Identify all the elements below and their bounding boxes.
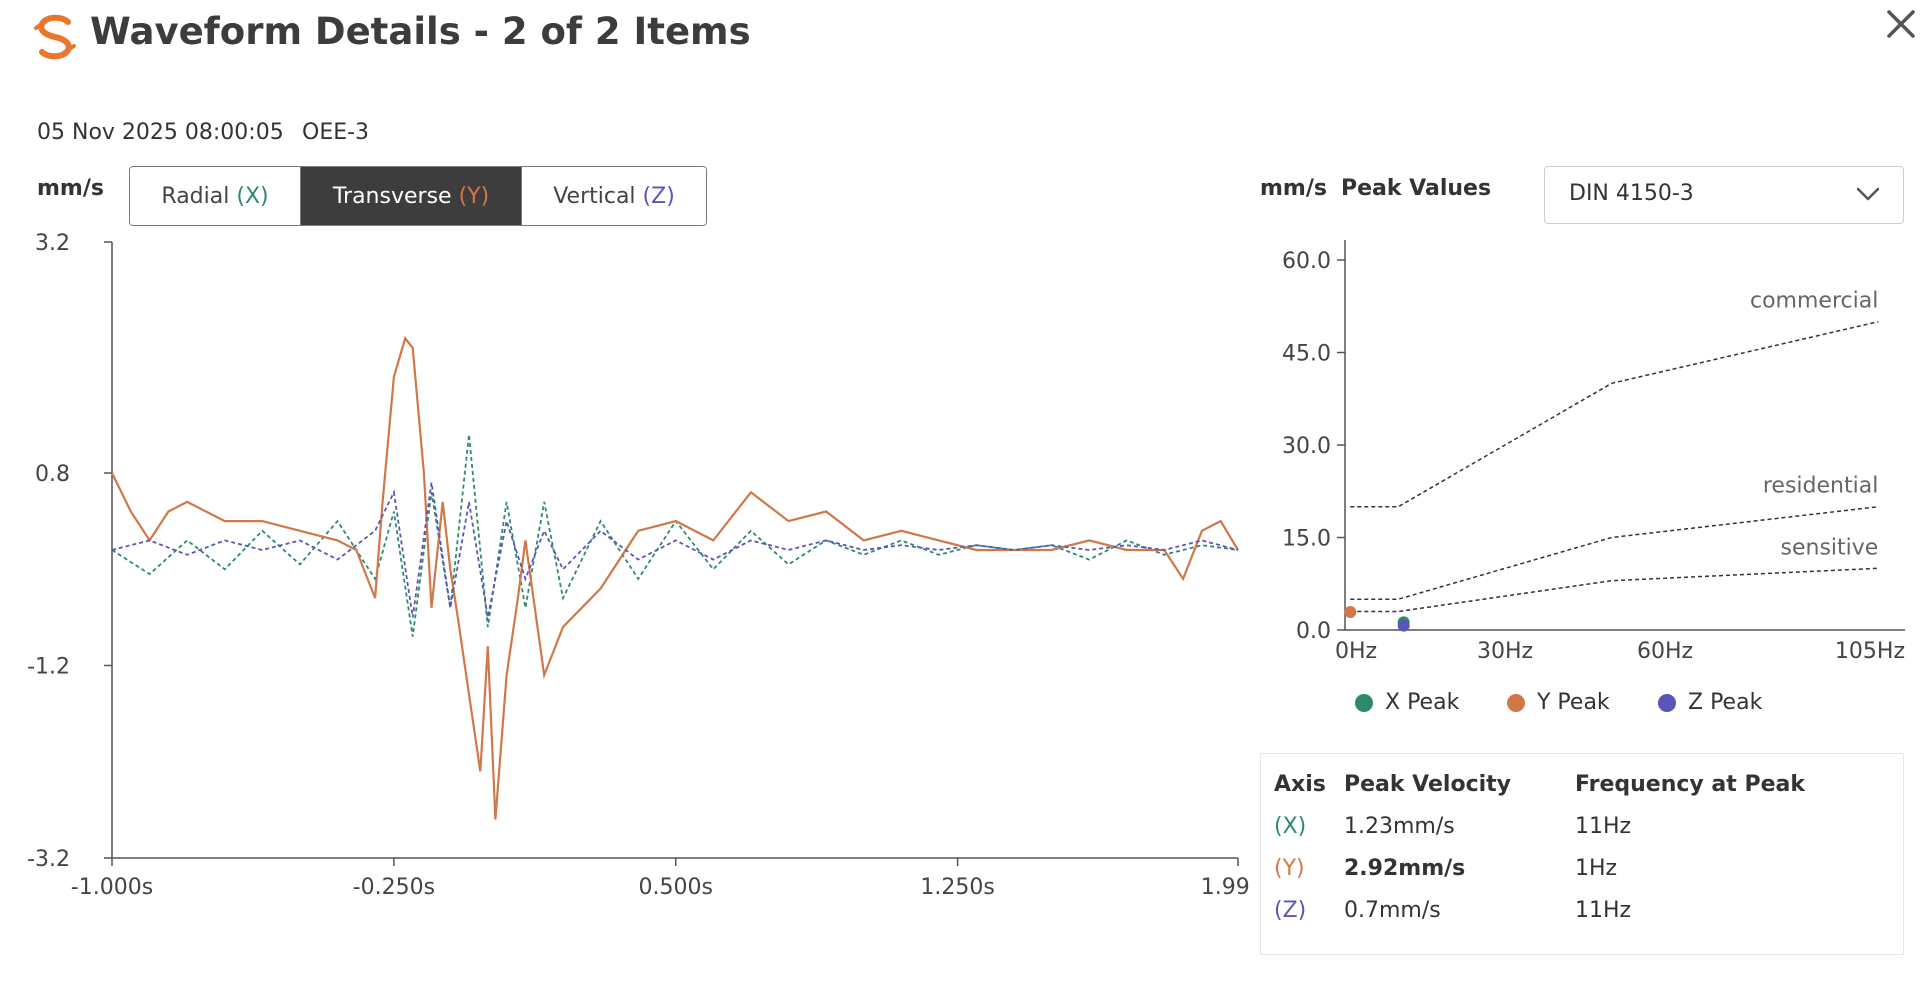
- timestamp: 05 Nov 2025 08:00:05: [37, 120, 284, 145]
- threshold-label-sensitive: sensitive: [1781, 535, 1879, 560]
- peak-y-tick-label: 60.0: [1282, 249, 1331, 274]
- tab-vertical-axis: (Z): [642, 183, 675, 209]
- peak-x-tick-label: 0Hz: [1335, 639, 1377, 664]
- y-tick-label: 0.8: [35, 462, 70, 487]
- peak-x-tick-label: 60Hz: [1637, 639, 1693, 664]
- x-tick-label: 1.996s: [1201, 875, 1250, 900]
- standard-select[interactable]: DIN 4150-3: [1544, 166, 1904, 224]
- threshold-line-residential: [1350, 505, 1879, 600]
- device-name: OEE-3: [302, 120, 370, 145]
- threshold-line-commercial: [1350, 320, 1879, 508]
- row-z-frequency: 11Hz: [1575, 898, 1632, 923]
- row-x-axis: (X): [1274, 814, 1307, 839]
- axis-tabs: Radial (X) Transverse (Y) Vertical (Z): [129, 166, 707, 226]
- peak-y-tick-label: 15.0: [1282, 527, 1331, 552]
- legend-y-label: Y Peak: [1537, 690, 1610, 715]
- threshold-label-residential: residential: [1763, 474, 1878, 499]
- legend-z-dot: [1658, 693, 1676, 712]
- header-peak-velocity: Peak Velocity: [1344, 772, 1512, 797]
- peak-y-tick-label: 0.0: [1296, 619, 1331, 644]
- waveform-unit: mm/s: [37, 176, 104, 201]
- standard-select-value: DIN 4150-3: [1569, 181, 1694, 206]
- threshold-label-commercial: commercial: [1750, 289, 1878, 314]
- threshold-line-sensitive: [1350, 567, 1879, 613]
- y-tick-label: -3.2: [27, 847, 70, 872]
- legend-z-peak: Z Peak: [1658, 690, 1762, 715]
- row-x-velocity: 1.23mm/s: [1344, 814, 1455, 839]
- tab-radial-label: Radial: [161, 183, 230, 209]
- peak-point-y: [1344, 605, 1357, 618]
- peak-values-title: Peak Values: [1341, 176, 1492, 201]
- row-x-frequency: 11Hz: [1575, 814, 1632, 839]
- legend-y-dot: [1507, 693, 1525, 712]
- y-tick-label: -1.2: [27, 655, 70, 680]
- x-tick-label: 0.500s: [639, 875, 713, 900]
- peak-point-z: [1397, 619, 1410, 632]
- row-y-velocity: 2.92mm/s: [1344, 856, 1466, 881]
- waveform-series-y: [111, 335, 1239, 820]
- peak-x-tick-label: 30Hz: [1477, 639, 1533, 664]
- x-tick-label: -1.000s: [71, 875, 153, 900]
- y-tick-label: 3.2: [35, 231, 70, 256]
- row-y-frequency: 1Hz: [1575, 856, 1618, 881]
- tab-transverse-axis: (Y): [458, 183, 490, 209]
- x-tick-label: 1.250s: [920, 875, 994, 900]
- tab-radial[interactable]: Radial (X): [130, 167, 301, 225]
- page-title: Waveform Details - 2 of 2 Items: [90, 10, 751, 53]
- logo-icon: [34, 14, 76, 60]
- tab-radial-axis: (X): [236, 183, 269, 209]
- peak-x-tick-label: 105Hz: [1835, 639, 1905, 664]
- legend-x-label: X Peak: [1385, 690, 1460, 715]
- chevron-down-icon: [1856, 187, 1880, 201]
- waveform-series-x: [111, 434, 1239, 637]
- row-z-velocity: 0.7mm/s: [1344, 898, 1441, 923]
- tab-vertical-label: Vertical: [553, 183, 636, 209]
- tab-transverse-label: Transverse: [332, 183, 452, 209]
- waveform-series-z: [111, 482, 1239, 618]
- legend-x-dot: [1355, 693, 1373, 712]
- peak-unit: mm/s: [1260, 176, 1327, 201]
- waveform-chart: 3.2 0.8 -1.2 -3.2-1.000s -0.250s 0.500s 1.250s…: [27, 231, 1250, 900]
- header-axis: Axis: [1274, 772, 1326, 797]
- row-y-axis: (Y): [1274, 856, 1305, 881]
- peak-table: Axis Peak Velocity Frequency at Peak (X)…: [1260, 753, 1904, 955]
- row-z-axis: (Z): [1274, 898, 1307, 923]
- legend-z-label: Z Peak: [1688, 690, 1763, 715]
- header-frequency: Frequency at Peak: [1575, 772, 1805, 797]
- peak-y-tick-label: 30.0: [1282, 434, 1331, 459]
- legend-y-peak: Y Peak: [1507, 690, 1610, 715]
- x-tick-label: -0.250s: [353, 875, 435, 900]
- tab-vertical[interactable]: Vertical (Z): [522, 167, 706, 225]
- legend-x-peak: X Peak: [1355, 690, 1459, 715]
- close-icon[interactable]: [1883, 6, 1919, 42]
- tab-transverse[interactable]: Transverse (Y): [301, 167, 522, 225]
- peak-y-tick-label: 45.0: [1282, 342, 1331, 367]
